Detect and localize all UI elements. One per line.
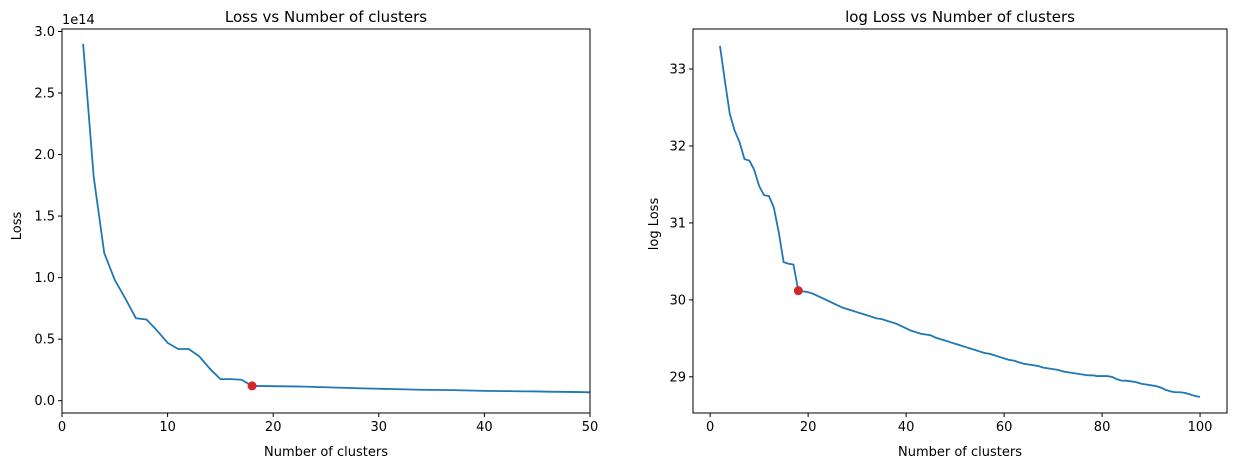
chart-logloss-highlight-point <box>793 286 803 296</box>
chart-logloss-title: log Loss vs Number of clusters <box>845 8 1075 26</box>
chart-loss-x-tick-label: 10 <box>159 420 176 435</box>
chart-logloss: 0 20 40 60 80 100 29 30 31 32 33 log Loss vs Numbe… <box>647 8 1228 460</box>
chart-loss-x-tick-label: 40 <box>476 420 493 435</box>
chart-logloss-y-label: log Loss <box>647 198 662 251</box>
chart-loss-y-tick-label: 0.0 <box>34 394 55 409</box>
chart-logloss-x-tick-label: 0 <box>706 420 714 435</box>
chart-logloss-y-tick-label: 33 <box>669 63 686 78</box>
chart-logloss-x-label: Number of clusters <box>898 445 1022 460</box>
chart-loss-y-tick-label: 2.5 <box>34 87 55 102</box>
chart-logloss-marks: 0 20 40 60 80 100 29 30 31 32 33 <box>669 45 1213 435</box>
chart-loss-y-tick-label: 1.0 <box>34 271 55 286</box>
chart-logloss-x-tick-label: 20 <box>800 420 817 435</box>
chart-loss-y-tick-label: 1.5 <box>34 210 55 225</box>
chart-logloss-y-tick-label: 30 <box>669 293 686 308</box>
chart-loss-y-label: Loss <box>10 212 25 241</box>
chart-logloss-y-tick-label: 31 <box>669 216 686 231</box>
chart-logloss-x-tick-label: 80 <box>1094 420 1111 435</box>
chart-loss-y-offset: 1e14 <box>62 13 95 28</box>
chart-logloss-series-line <box>719 45 1201 398</box>
chart-loss-y-tick-label: 0.5 <box>34 333 55 348</box>
chart-loss-marks: 0 10 20 30 40 50 0.0 0.5 1.0 1.5 2.0 2.5 3.0 <box>34 25 598 435</box>
chart-loss-x-label: Number of clusters <box>264 445 388 460</box>
chart-loss: 0 10 20 30 40 50 0.0 0.5 1.0 1.5 2.0 2.5 3.0 Loss vs… <box>10 8 598 460</box>
chart-logloss-y-tick-label: 32 <box>669 139 686 154</box>
chart-loss-frame <box>61 28 591 414</box>
chart-loss-y-tick-label: 2.0 <box>34 148 55 163</box>
chart-loss-y-tick-label: 3.0 <box>34 25 55 40</box>
chart-loss-title: Loss vs Number of clusters <box>225 8 427 26</box>
chart-logloss-x-tick-label: 100 <box>1188 420 1213 435</box>
chart-loss-x-tick-label: 20 <box>265 420 282 435</box>
chart-loss-highlight-point <box>247 381 257 391</box>
chart-loss-x-tick-label: 50 <box>582 420 599 435</box>
chart-loss-x-tick-label: 30 <box>371 420 388 435</box>
chart-loss-series-line <box>82 43 590 394</box>
chart-loss-x-tick-label: 0 <box>58 420 66 435</box>
chart-logloss-x-tick-label: 60 <box>996 420 1013 435</box>
chart-logloss-x-tick-label: 40 <box>898 420 915 435</box>
chart-logloss-frame <box>692 28 1228 414</box>
chart-logloss-y-tick-label: 29 <box>669 370 686 385</box>
